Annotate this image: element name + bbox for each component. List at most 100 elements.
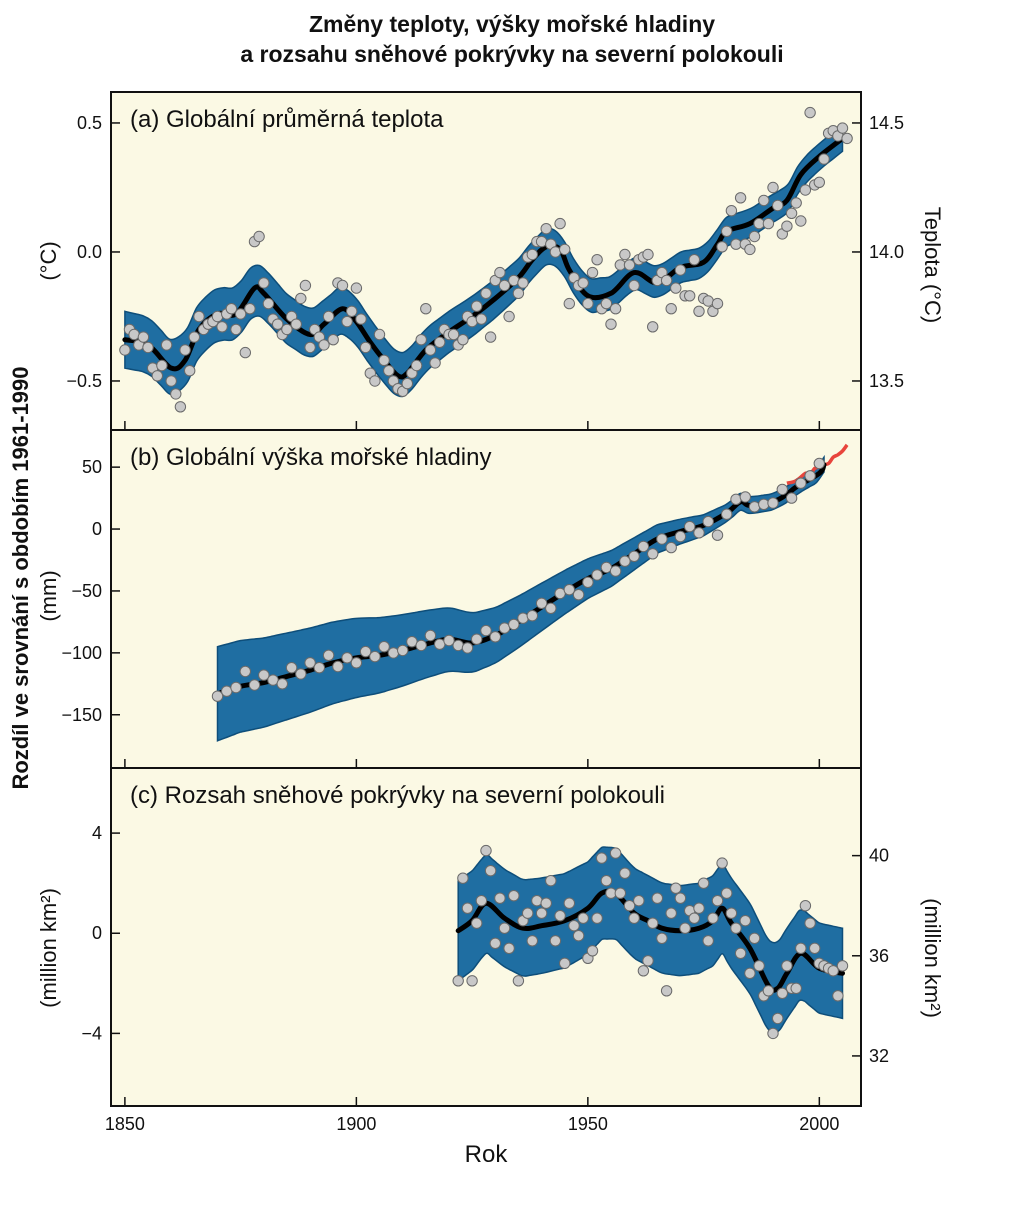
panel-c-data-point (461, 902, 474, 914)
panel-b-data-point (332, 660, 344, 673)
panel-a-data-point (142, 341, 154, 354)
panel-c-data-point (697, 877, 710, 889)
panel-a-data-point (383, 365, 395, 377)
panel-a-data-point (674, 264, 687, 276)
panel-a-data-point (359, 341, 372, 354)
panel-a-data-point (628, 279, 640, 292)
panel-a-left-tick-label: 0.5 (77, 113, 102, 133)
panel-b-data-point (674, 530, 687, 543)
panel-c-data-point (619, 867, 631, 879)
panel-b-data-point (276, 678, 288, 690)
panel-a-data-point (429, 357, 441, 369)
panel-c-ylabel-left: (million km²) (36, 888, 61, 1008)
panel-a-data-point (623, 259, 636, 271)
panel-a-data-point (554, 217, 566, 230)
panel-c-data-point (484, 865, 497, 877)
panel-a-data-point (151, 370, 164, 382)
panel-a-data-point (170, 388, 182, 400)
panel-b-data-point (359, 645, 372, 658)
panel-a-data-point (466, 315, 478, 328)
panel-c-data-point (707, 912, 719, 924)
panel-c-data-point (790, 982, 802, 994)
panel-a-plot (119, 106, 853, 413)
panel-c-smoothed-line (455, 888, 845, 993)
panel-c-data-point (549, 935, 562, 947)
panel-c-data-point (522, 907, 534, 919)
panel-a-data-point (559, 243, 571, 256)
panel-c-data-point (572, 930, 585, 942)
panel-a-data-point (711, 297, 724, 310)
panel-c-data-point (730, 922, 742, 934)
panel-b-data-point (369, 650, 381, 663)
panel-b-data-point (582, 576, 594, 588)
panel-a-data-point (702, 295, 714, 307)
panel-a-data-point (346, 305, 358, 317)
panel-a-data-point (785, 207, 798, 220)
panel-b-data-point (684, 520, 696, 533)
panel-a-data-point (762, 217, 775, 230)
panel-a-data-point (670, 282, 682, 294)
panel-a-data-point (318, 339, 330, 351)
panel-c-data-point (540, 897, 552, 909)
panel-b-data-point (748, 501, 761, 513)
panel-a-data-point (188, 331, 201, 343)
panel-a-data-point (517, 277, 529, 289)
panel-c-data-point (647, 917, 659, 929)
panel-a-data-point (239, 346, 252, 359)
panel-b-data-point (489, 631, 501, 643)
panel-a-data-point (216, 321, 228, 333)
panel-c-data-point (753, 960, 765, 972)
panel-a-data-point (341, 315, 353, 328)
panel-c-data-point (633, 895, 645, 907)
panel-a-data-point (748, 230, 761, 243)
panel-c-data-point (679, 922, 691, 934)
panel-c-data-point (586, 945, 599, 957)
panel-a-data-point (410, 359, 423, 372)
panel-a-data-point (767, 181, 779, 194)
panel-c-label: (c) Rozsah sněhové pokrývky na severní p… (130, 782, 665, 809)
panel-c-data-point (776, 987, 788, 999)
panel-a-ylabel-left: (°C) (36, 241, 61, 280)
panel-b-data-point (387, 647, 400, 659)
panel-b-data-point (239, 665, 252, 678)
panel-a-data-point (512, 287, 525, 299)
panel-a-data-point (304, 341, 316, 354)
panel-a-data-point (540, 223, 552, 235)
panel-a-data-point (725, 205, 738, 217)
panel-b-data-point (508, 618, 520, 631)
panel-c-data-point (498, 922, 511, 934)
panel-b-plot (211, 443, 849, 742)
panel-b-data-point (517, 612, 529, 624)
panel-c-data-point (512, 975, 525, 987)
panel-c-data-point (809, 942, 821, 954)
panel-a-data-point (600, 297, 613, 310)
panel-a-data-point (225, 303, 238, 315)
panel-a-data-point (693, 305, 705, 317)
panel-a-data-point (230, 323, 242, 336)
panel-a-data-point (734, 192, 747, 204)
x-tick-label: 1900 (336, 1114, 376, 1134)
panel-b-data-point (535, 597, 548, 609)
panel-c-data-point (535, 907, 548, 919)
panel-b-data-point (378, 641, 390, 653)
panel-a-data-point (184, 365, 196, 377)
panel-a-data-point (262, 297, 275, 310)
panel-c-data-point (526, 935, 538, 947)
axis-ticks: 0.50.0−0.514.514.013.5500−50−100−15040−4… (61, 113, 904, 1134)
panel-a-data-point (549, 246, 562, 258)
panel-a-data-point (119, 344, 131, 356)
panel-c-data-point (591, 912, 603, 924)
panel-a-data-point (369, 375, 381, 387)
panel-b-data-point (572, 589, 585, 601)
panel-c-data-point (799, 900, 812, 912)
panel-c-data-point (674, 892, 687, 904)
panel-c-data-point (642, 955, 654, 967)
panel-a-data-point (327, 334, 339, 346)
panel-a-data-point (424, 344, 437, 356)
panel-b-data-point (350, 657, 363, 669)
panel-b-data-point (341, 652, 353, 664)
panel-a-data-point (836, 122, 849, 134)
panel-a-data-point (447, 328, 460, 341)
panel-b-data-point (452, 639, 464, 652)
panel-a-data-point (290, 318, 302, 330)
